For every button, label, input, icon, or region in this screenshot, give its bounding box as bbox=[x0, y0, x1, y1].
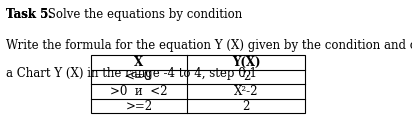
Text: 2: 2 bbox=[242, 100, 250, 113]
Text: >0  и  <2: >0 и <2 bbox=[110, 85, 168, 98]
Text: >=2: >=2 bbox=[125, 100, 152, 113]
Text: Write the formula for the equation Y (X) given by the condition and create: Write the formula for the equation Y (X)… bbox=[6, 39, 412, 52]
Text: Solve the equations by condition: Solve the equations by condition bbox=[44, 8, 242, 21]
Bar bbox=[91, 55, 305, 113]
Text: Task 5.: Task 5. bbox=[6, 8, 53, 21]
Text: Task 5.: Task 5. bbox=[6, 8, 53, 21]
Text: <=0: <=0 bbox=[125, 70, 152, 83]
Text: a Chart Y (X) in the range -4 to 4, step 0.1: a Chart Y (X) in the range -4 to 4, step… bbox=[6, 67, 257, 80]
Text: X²-2: X²-2 bbox=[234, 85, 258, 98]
Text: Y(X): Y(X) bbox=[232, 56, 260, 69]
Text: X: X bbox=[134, 56, 143, 69]
Text: -2: -2 bbox=[240, 70, 252, 83]
